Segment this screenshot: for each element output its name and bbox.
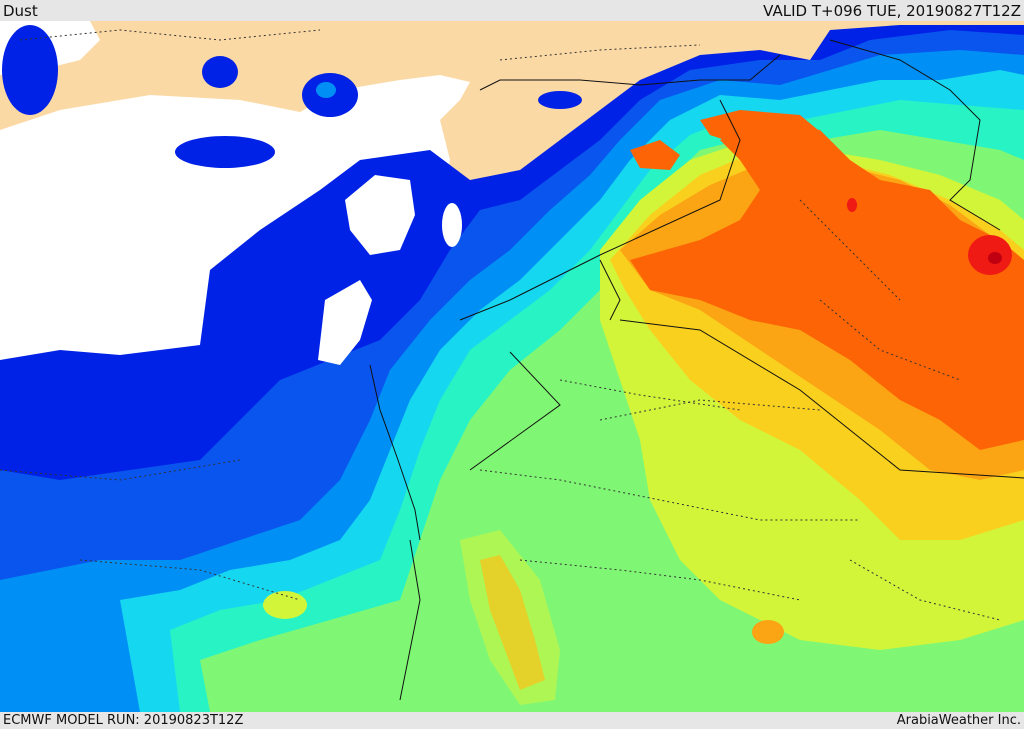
dust-map: [0, 21, 1024, 712]
dust-patch-south-orange: [752, 620, 784, 644]
dust-darkred-core-east: [988, 252, 1002, 264]
dust-patch-north-2-core: [316, 82, 336, 98]
dust-patch-north-1: [202, 56, 238, 88]
admin-boundaries: [0, 29, 1001, 621]
dust-band-dark-orange-2: [630, 140, 680, 170]
dust-patch-north-3: [2, 25, 58, 115]
dust-red-blob-iraq: [847, 198, 857, 212]
field-name-label: Dust: [3, 1, 38, 20]
sea-patch-east-med: [345, 175, 415, 255]
country-borders: [369, 39, 1024, 701]
dust-map-svg: [0, 21, 1024, 712]
header-bar: Dust VALID T+096 TUE, 20190827T12Z: [0, 0, 1024, 21]
dust-band-dark-orange-3: [700, 110, 830, 150]
footer-bar: ECMWF MODEL RUN: 20190823T12Z ArabiaWeat…: [0, 712, 1024, 729]
sea-patch-3: [442, 203, 462, 247]
dust-patch-south-lime: [263, 591, 307, 619]
credit-label: ArabiaWeather Inc.: [896, 713, 1021, 728]
dust-patch-red-sea-lime: [460, 530, 560, 705]
sea-patch-2: [318, 280, 372, 365]
dust-patch-sea-1: [175, 136, 275, 168]
valid-time-label: VALID T+096 TUE, 20190827T12Z: [763, 1, 1021, 20]
model-run-label: ECMWF MODEL RUN: 20190823T12Z: [3, 713, 244, 728]
dust-patch-north-4: [538, 91, 582, 109]
